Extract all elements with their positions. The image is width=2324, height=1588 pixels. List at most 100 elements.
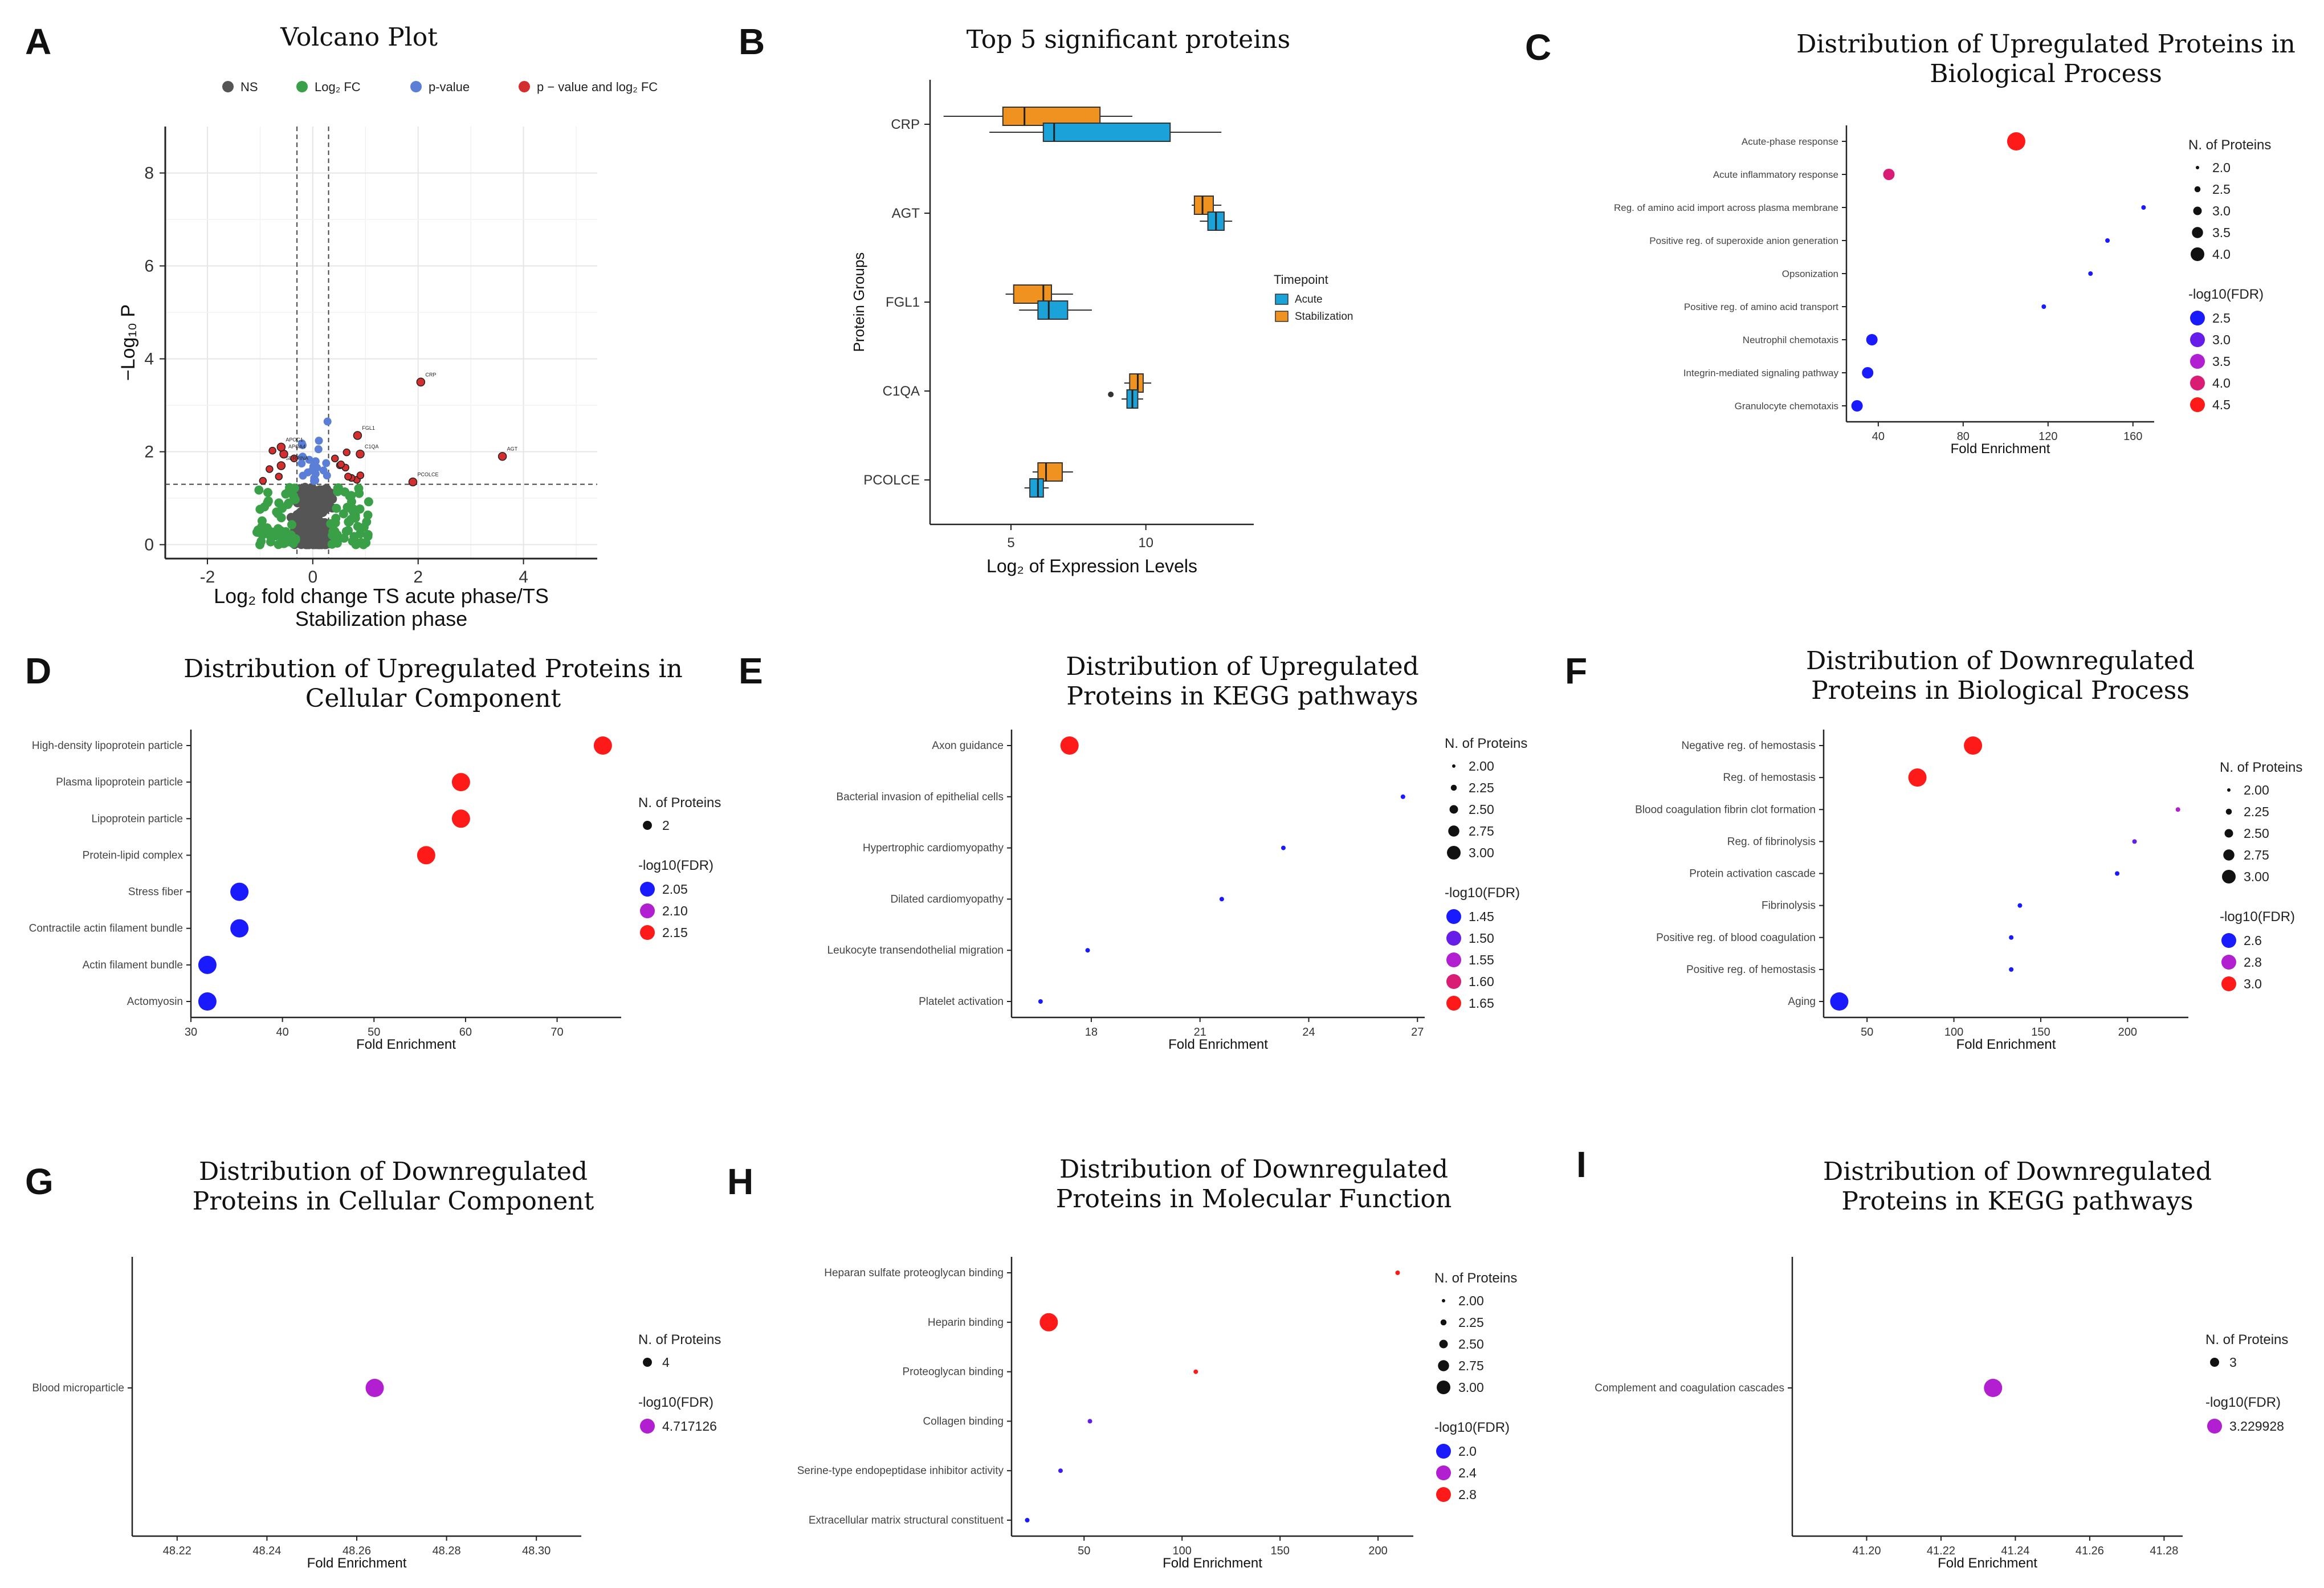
size-legend-dot-1 (2225, 808, 2232, 815)
x-tick-label-3: 200 (2118, 1026, 2137, 1039)
x-tick-label-3: 27 (1411, 1026, 1424, 1039)
color-legend-dot-2 (1446, 952, 1461, 967)
color-legend-dot-0 (2221, 933, 2236, 948)
size-legend-dot-0 (1442, 1299, 1445, 1302)
sig-point (331, 454, 339, 463)
color-legend-label-0: 2.6 (2244, 933, 2262, 948)
color-legend-label-4: 4.5 (2212, 397, 2231, 412)
category-label-4: PCOLCE (863, 473, 920, 488)
size-legend-label-0: 2.00 (1458, 1293, 1484, 1308)
x-tick-label-1: 10 (1138, 535, 1153, 551)
fc-point (328, 527, 338, 536)
x-tick-label-1: 0 (308, 568, 317, 587)
x-tick-label-0: 48.22 (163, 1545, 191, 1557)
fc-point (287, 520, 297, 530)
fc-point (255, 540, 265, 549)
x-tick-label-2: 150 (2031, 1026, 2050, 1039)
term-label-0: High-density lipoprotein particle (32, 740, 183, 752)
color-legend-label-0: 4.717126 (662, 1419, 717, 1434)
size-legend-label-3: 3.5 (2212, 225, 2231, 240)
term-label-6: Neutrophil chemotaxis (1743, 335, 1838, 345)
term-label-5: Contractile actin filament bundle (29, 923, 183, 935)
dot-1 (1883, 169, 1895, 180)
term-label-0: Negative reg. of hemostasis (1681, 740, 1816, 752)
dot-3 (417, 846, 435, 865)
fc-point (263, 496, 273, 506)
sig-point (275, 473, 283, 481)
term-label-2: Lipoprotein particle (91, 813, 183, 825)
color-legend-dot-1 (2190, 332, 2205, 347)
color-legend-title: -log10(FDR) (1445, 885, 1520, 901)
pvalue-point (297, 439, 306, 447)
size-legend-dot-0 (643, 1358, 652, 1367)
point-label-7: SERPINA (286, 455, 308, 461)
x-axis-label: Fold Enrichment (1951, 441, 2050, 457)
size-legend-label-4: 4.0 (2212, 247, 2231, 262)
fc-point (362, 517, 372, 527)
fc-point (346, 497, 356, 507)
labeled-point-7 (276, 461, 286, 470)
size-legend-title: N. of Proteins (2220, 760, 2302, 775)
box-stabilization-4 (1037, 462, 1063, 482)
term-label-3: Positive reg. of superoxide anion genera… (1649, 235, 1838, 246)
panel-c-dot-chart: 40 80 120 160 Acute-phase response Acute infl… (1614, 125, 2271, 457)
x-tick-label-3: 200 (1368, 1545, 1387, 1557)
dot-7 (198, 992, 217, 1011)
size-legend-label-2: 2.50 (1458, 1337, 1484, 1351)
dot-7 (1862, 367, 1874, 378)
color-legend-label-0: 1.45 (1469, 909, 1494, 924)
size-legend-label-4: 3.00 (1458, 1380, 1484, 1395)
box-acute-4 (1029, 478, 1044, 498)
fc-point (363, 510, 373, 520)
box-acute-2 (1037, 300, 1069, 320)
x-axis-label: Fold Enrichment (1938, 1556, 2037, 1571)
color-legend-dot-1 (640, 903, 655, 918)
x-tick-label-4: 41.28 (2150, 1545, 2178, 1557)
labeled-point-1 (498, 451, 507, 461)
sig-point (259, 477, 267, 485)
term-label-0: Complement and coagulation cascades (1595, 1382, 1784, 1394)
category-label-2: FGL1 (886, 295, 920, 310)
panel-i-dot-chart: 41.20 41.22 41.24 41.26 41.28 Complement and … (1595, 1257, 2288, 1571)
x-tick-label-0: 40 (1872, 430, 1885, 443)
dot-3 (2105, 238, 2110, 243)
pvalue-point (315, 437, 323, 445)
panel-title-f: Distribution of Downregulated Proteins in… (1805, 646, 2195, 705)
panel-b-box-chart: 5 10 CRP AGT FGL1 C1QA PCOLCE Timepoint Acute Sta… (850, 80, 1353, 576)
sig-point (337, 460, 345, 469)
x-axis-label: Fold Enrichment (307, 1556, 407, 1571)
dot-1 (1908, 768, 1927, 787)
panel-h-dot-chart: 50 100 150 200 Heparan sulfate proteoglycan … (797, 1257, 1517, 1571)
x-tick-label-0: 5 (1007, 535, 1014, 551)
category-label-1: AGT (892, 206, 920, 221)
size-legend-dot-4 (1447, 846, 1461, 860)
size-legend-dot-3 (1448, 825, 1459, 837)
legend-title: Timepoint (1274, 272, 1328, 287)
labeled-point-6 (276, 442, 286, 452)
panel-letter-c: C (1525, 27, 1552, 68)
color-legend-label-3: 1.60 (1469, 974, 1494, 989)
color-legend-label-2: 2.8 (1458, 1487, 1477, 1502)
color-legend-label-2: 3.5 (2212, 354, 2231, 369)
x-tick-label-0: 30 (185, 1026, 197, 1039)
x-axis-label-line1: Log₂ fold change TS acute phase/TS (214, 584, 549, 608)
legend-marker-2 (410, 81, 422, 92)
term-label-2: Blood coagulation fibrin clot formation (1635, 804, 1816, 816)
panel-f-dot-chart: 50 100 150 200 Negative reg. of hemostasis Re… (1635, 730, 2302, 1052)
x-tick-label-2: 2 (413, 568, 423, 587)
fc-point (333, 483, 343, 493)
size-legend-dot-3 (2192, 227, 2203, 238)
color-legend-dot-3 (1446, 974, 1461, 989)
term-label-2: Reg. of amino acid import across plasma … (1614, 202, 1838, 213)
term-label-4: Serine-type endopeptidase inhibitor acti… (797, 1465, 1004, 1477)
legend-swatch-0 (1275, 294, 1289, 305)
x-tick-label-3: 48.28 (433, 1545, 461, 1557)
dot-2 (1193, 1369, 1198, 1374)
ns-point (320, 495, 330, 505)
size-legend-label-4: 3.00 (1469, 845, 1494, 860)
term-label-4: Protein activation cascade (1689, 868, 1816, 880)
panel-letter-g: G (25, 1161, 54, 1202)
size-legend-dot-2 (1449, 805, 1458, 814)
x-tick-label-0: 41.20 (1852, 1545, 1881, 1557)
size-legend-dot-2 (2193, 206, 2202, 215)
